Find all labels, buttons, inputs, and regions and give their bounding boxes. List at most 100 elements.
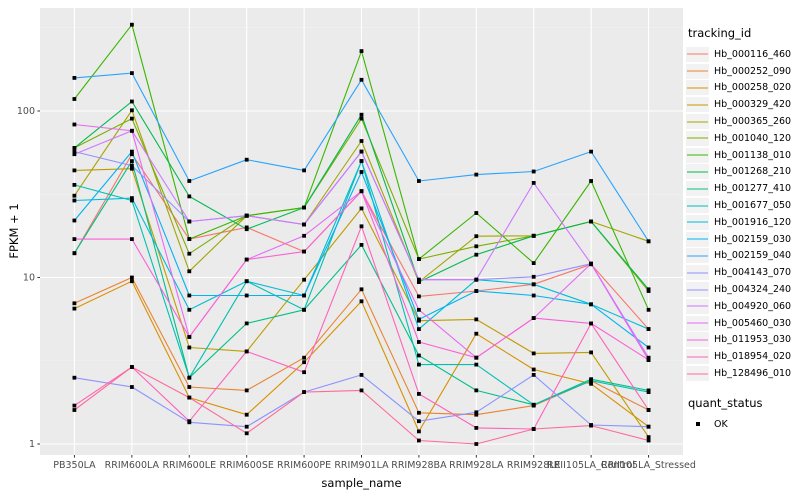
legend-entry-label: Hb_004143_070: [714, 267, 792, 279]
data-point: [72, 97, 77, 101]
data-point: [589, 381, 593, 386]
data-point: [359, 189, 364, 194]
data-point: [187, 419, 192, 424]
data-point: [589, 179, 593, 183]
data-point: [531, 316, 536, 320]
data-point: [244, 279, 249, 284]
data-point: [531, 373, 536, 377]
legend-key-line-icon: [687, 188, 708, 190]
data-point: [646, 438, 651, 443]
legend-key: [686, 181, 709, 197]
legend-key-line-icon: [687, 339, 708, 341]
data-point: [474, 355, 479, 360]
legend-entry: Hb_011953_030: [686, 332, 798, 349]
data-point: [474, 252, 479, 257]
data-point: [130, 71, 134, 75]
legend-entry-label: Hb_004324_240: [714, 284, 792, 296]
data-point: [302, 360, 306, 365]
legend-entry-label: Hb_001040_120: [714, 132, 792, 144]
data-point: [474, 442, 479, 446]
data-point: [531, 351, 536, 356]
data-point: [130, 159, 134, 163]
legend-key-line-icon: [687, 154, 708, 156]
data-point: [589, 302, 593, 307]
legend-entry: Hb_128496_010: [686, 365, 798, 382]
y-tick-label: 1: [29, 439, 35, 450]
data-point: [302, 293, 306, 298]
data-point: [187, 179, 192, 183]
x-tick-label: RRII105LA_Stressed: [601, 460, 696, 471]
data-point: [417, 179, 421, 183]
data-point: [589, 149, 593, 154]
data-point: [72, 306, 77, 311]
data-point: [72, 168, 77, 173]
data-point: [244, 227, 249, 232]
data-point: [417, 294, 421, 299]
legend-entry: Hb_004920_060: [686, 298, 798, 315]
legend-key: [686, 349, 709, 365]
data-point: [359, 206, 364, 211]
x-tick-label: RRIM928LA: [449, 460, 504, 471]
data-point: [359, 49, 364, 53]
y-tick-label: 10: [23, 273, 35, 284]
data-point: [474, 410, 479, 415]
x-axis-title: sample_name: [321, 476, 402, 490]
legend-key-line-icon: [687, 171, 708, 173]
legend-key-line-icon: [687, 322, 708, 324]
data-point: [646, 390, 651, 394]
legend-entry: Hb_001277_410: [686, 180, 798, 197]
data-point: [302, 233, 306, 238]
legend-entries: Hb_000116_460 Hb_000252_090 Hb_000258_020 H…: [686, 46, 798, 382]
data-point: [417, 392, 421, 396]
data-point: [646, 327, 651, 331]
legend-entry-label: Hb_002159_040: [714, 250, 792, 262]
data-point: [244, 321, 249, 326]
data-point: [244, 213, 249, 218]
data-point: [187, 307, 192, 312]
data-point: [130, 108, 134, 113]
data-point: [417, 419, 421, 424]
data-point: [417, 410, 421, 415]
black-square-point-icon: [695, 422, 700, 427]
data-point: [417, 277, 421, 282]
data-point: [646, 408, 651, 412]
data-point: [417, 307, 421, 312]
legend-entry-label: Hb_004920_060: [714, 300, 792, 312]
data-point: [417, 340, 421, 344]
legend-entry: Hb_000116_460: [686, 46, 798, 63]
legend-key: [686, 147, 709, 163]
legend-key: [686, 198, 709, 214]
data-point: [417, 327, 421, 331]
data-point: [187, 219, 192, 224]
data-point: [72, 301, 77, 306]
legend-entry-label: Hb_001677_050: [714, 200, 792, 212]
legend-key-line-icon: [687, 272, 708, 274]
data-point: [359, 373, 364, 377]
data-point: [359, 224, 364, 229]
x-tick-label: RRIM928BA: [391, 460, 447, 471]
data-point: [531, 233, 536, 238]
data-point: [302, 168, 306, 173]
legend-key: [686, 248, 709, 264]
data-point: [417, 438, 421, 443]
legend-entry-label: Hb_002159_030: [714, 233, 792, 245]
data-point: [474, 289, 479, 293]
data-point: [72, 149, 77, 154]
data-point: [646, 287, 651, 292]
data-point: [302, 249, 306, 254]
data-point: [187, 251, 192, 256]
data-point: [130, 279, 134, 284]
quant-ok-key: [686, 416, 709, 432]
legend-entry-label: Hb_001916_120: [714, 216, 792, 228]
legend-entry: Hb_001677_050: [686, 197, 798, 214]
legend-entry-label: Hb_000252_090: [714, 65, 792, 77]
legend-entry-label: Hb_000365_260: [714, 116, 792, 128]
legend-entry: Hb_000329_420: [686, 96, 798, 113]
legend-key-line-icon: [687, 373, 708, 375]
legend-entry-label: Hb_000116_460: [714, 48, 792, 60]
data-point: [130, 128, 134, 133]
data-point: [417, 257, 421, 261]
data-point: [474, 277, 479, 282]
data-point: [130, 149, 134, 154]
legend-entry-label: OK: [714, 418, 728, 430]
